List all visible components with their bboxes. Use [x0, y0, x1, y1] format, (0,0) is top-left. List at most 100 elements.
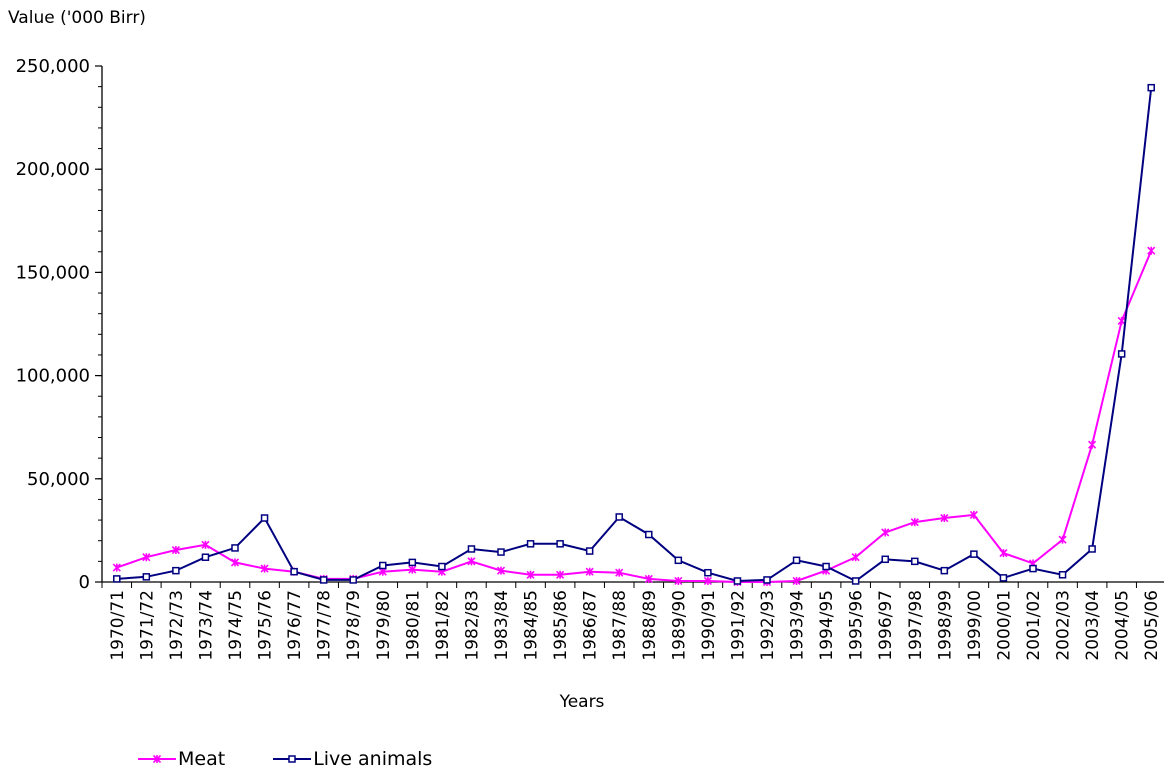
- point-live-animals: [704, 568, 712, 577]
- y-tick-label: 200,000: [16, 159, 90, 180]
- point-meat: [940, 513, 949, 523]
- x-tick-label: 2004/05: [1113, 590, 1133, 661]
- series-group: [112, 83, 1156, 587]
- x-tick-label: 1999/00: [965, 590, 985, 661]
- point-live-animals: [438, 562, 446, 571]
- x-tick-label: 2000/01: [994, 590, 1014, 661]
- point-live-animals: [881, 555, 889, 564]
- point-meat: [260, 564, 269, 573]
- series-line-meat: [116, 250, 1153, 583]
- y-tick-label: 150,000: [16, 262, 90, 283]
- x-tick-label: 1988/89: [640, 590, 660, 661]
- point-meat: [556, 570, 565, 579]
- x-tick-label: 1979/80: [374, 590, 394, 661]
- y-tick-label: 100,000: [16, 366, 90, 387]
- point-meat: [969, 510, 978, 519]
- x-tick-label: 1972/73: [167, 590, 187, 661]
- x-ticks: 1970/71 1971/72 1972/73 1973/74 1974/75 1975/…: [101, 582, 1162, 661]
- x-tick-label: 1973/74: [196, 590, 216, 661]
- point-meat: [201, 540, 210, 549]
- x-tick-label: 1982/83: [462, 590, 482, 661]
- point-live-animals: [497, 548, 505, 556]
- point-meat: [703, 576, 712, 586]
- x-tick-label: 1993/94: [788, 590, 808, 661]
- point-live-animals: [1029, 564, 1037, 573]
- point-live-animals: [142, 573, 151, 581]
- x-tick-label: 1983/84: [492, 590, 512, 661]
- legend-label-meat: Meat: [178, 748, 226, 770]
- point-live-animals: [822, 562, 830, 571]
- point-live-animals: [763, 576, 771, 584]
- point-live-animals: [970, 550, 978, 558]
- legend-item-meat: Meat: [138, 748, 225, 770]
- legend-swatch-meat: [138, 754, 176, 764]
- point-live-animals: [113, 575, 121, 583]
- x-tick-label: 1985/86: [551, 590, 571, 661]
- point-live-animals: [526, 540, 535, 548]
- point-meat: [1088, 440, 1097, 449]
- point-meat: [1147, 246, 1156, 255]
- point-live-animals: [911, 557, 919, 566]
- point-meat: [408, 565, 417, 574]
- point-live-animals: [674, 556, 683, 565]
- x-tick-label: 1984/85: [522, 590, 542, 661]
- x-tick-label: 1989/90: [669, 590, 689, 661]
- x-tick-label: 1990/91: [699, 590, 719, 661]
- point-meat: [644, 574, 653, 583]
- point-live-animals: [290, 567, 298, 576]
- point-meat: [881, 528, 890, 537]
- point-live-animals: [1058, 571, 1067, 579]
- x-tick-label: 1986/87: [581, 590, 601, 661]
- x-tick-label: 2003/04: [1083, 590, 1103, 661]
- x-tick-label: 1971/72: [137, 590, 157, 661]
- axes: [101, 66, 1164, 583]
- x-tick-label: 1998/99: [935, 590, 955, 661]
- point-live-animals: [172, 566, 180, 575]
- y-axis-title: Value ('000 Birr): [8, 8, 146, 28]
- y-tick-label: 0: [79, 572, 90, 593]
- series-line-live-animals: [116, 87, 1153, 583]
- y-ticks: 0 50,000 100,000 150,000 200,000 250,000: [16, 56, 102, 593]
- point-live-animals: [201, 553, 210, 561]
- point-live-animals: [379, 561, 387, 570]
- point-live-animals: [851, 577, 860, 585]
- point-live-animals: [940, 566, 949, 575]
- x-tick-label: 1980/81: [403, 590, 423, 661]
- point-live-animals: [645, 530, 653, 539]
- point-meat: [615, 568, 624, 577]
- point-meat: [230, 558, 240, 567]
- x-tick-label: 1976/77: [285, 590, 305, 661]
- point-meat: [1117, 316, 1126, 325]
- point-live-animals: [556, 540, 564, 548]
- point-meat: [112, 563, 121, 572]
- x-tick-label: 1974/75: [226, 590, 246, 661]
- legend-item-live-animals: Live animals: [273, 748, 432, 770]
- point-meat: [999, 549, 1008, 558]
- x-tick-label: 1995/96: [847, 590, 867, 661]
- x-tick-label: 1994/95: [817, 590, 837, 661]
- point-live-animals: [231, 544, 239, 552]
- x-tick-label: 1992/93: [758, 590, 778, 661]
- point-meat: [851, 553, 860, 562]
- point-live-animals: [260, 514, 269, 522]
- x-axis-title: Years: [559, 692, 605, 712]
- point-meat: [585, 567, 594, 576]
- point-meat: [171, 545, 180, 555]
- x-tick-label: 2002/03: [1054, 590, 1074, 661]
- x-tick-label: 1975/76: [256, 590, 276, 661]
- point-live-animals: [319, 576, 328, 584]
- point-live-animals: [792, 556, 801, 565]
- point-live-animals: [408, 558, 417, 567]
- legend: Meat Live animals: [138, 748, 480, 770]
- point-meat: [496, 566, 506, 575]
- point-meat: [910, 518, 919, 527]
- x-tick-label: 1997/98: [906, 590, 926, 661]
- point-live-animals: [1117, 350, 1126, 358]
- point-meat: [1058, 535, 1067, 544]
- point-live-animals: [1147, 83, 1155, 92]
- point-meat: [674, 576, 683, 586]
- point-meat: [526, 570, 535, 579]
- x-tick-label: 1987/88: [610, 590, 630, 661]
- legend-label-live-animals: Live animals: [313, 748, 433, 770]
- point-live-animals: [615, 513, 623, 521]
